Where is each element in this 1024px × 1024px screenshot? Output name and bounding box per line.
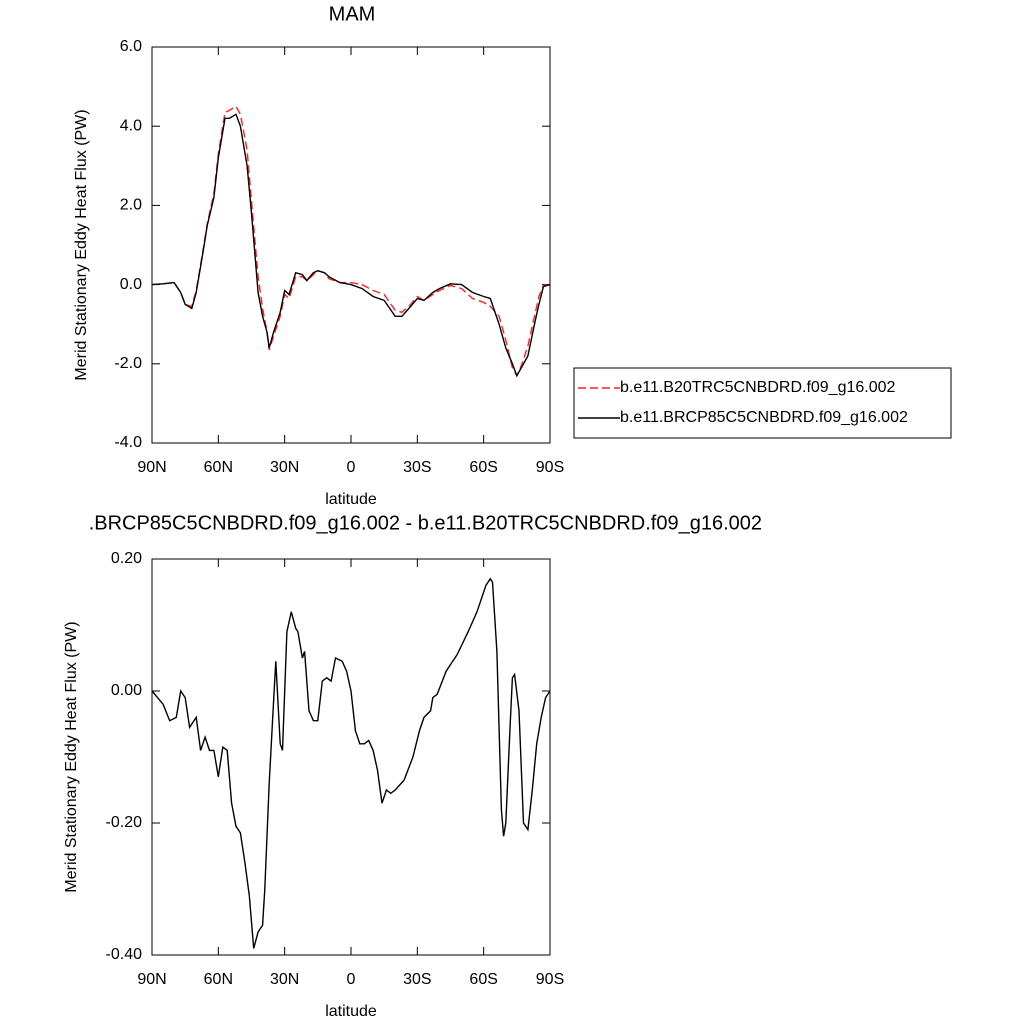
x-tick-label: 60N	[204, 459, 233, 476]
y-tick-label: 4.0	[120, 117, 142, 134]
x-tick-label: 90S	[536, 459, 564, 476]
y-axis-label: Merid Stationary Eddy Heat Flux (PW)	[63, 621, 80, 892]
legend-label: b.e11.B20TRC5CNBDRD.f09_g16.002	[620, 379, 896, 396]
x-tick-label: 30N	[270, 459, 299, 476]
data-line	[151, 113, 551, 378]
legend-label: b.e11.BRCP85C5CNBDRD.f09_g16.002	[620, 409, 908, 426]
x-tick-label: 60S	[469, 971, 497, 988]
x-tick-label: 90S	[536, 971, 564, 988]
y-tick-label: 0.0	[120, 276, 142, 293]
y-tick-label: -0.40	[106, 946, 143, 963]
y-tick-label: -2.0	[114, 355, 142, 372]
y-tick-label: 6.0	[120, 38, 142, 55]
y-tick-label: 2.0	[120, 197, 142, 214]
x-axis-label: latitude	[325, 491, 377, 508]
chart-title: .BRCP85C5CNBDRD.f09_g16.002 - b.e11.B20T…	[89, 512, 762, 534]
x-tick-label: 90N	[137, 459, 166, 476]
x-tick-label: 60N	[204, 971, 233, 988]
x-tick-label: 0	[347, 971, 356, 988]
data-line	[151, 577, 551, 949]
x-tick-label: 90N	[137, 971, 166, 988]
legend-box	[573, 367, 952, 439]
x-tick-label: 30S	[403, 459, 431, 476]
x-tick-label: 0	[347, 459, 356, 476]
data-line	[151, 105, 551, 378]
plot-frame	[151, 46, 551, 444]
x-tick-label: 60S	[469, 459, 497, 476]
y-tick-label: 0.00	[111, 682, 142, 699]
y-tick-label: 0.20	[111, 550, 142, 567]
x-axis-label: latitude	[325, 1003, 377, 1020]
plot-frame	[151, 558, 551, 956]
x-tick-label: 30S	[403, 971, 431, 988]
y-tick-label: -0.20	[106, 814, 143, 831]
chart-title: MAM	[329, 3, 376, 25]
y-tick-label: -4.0	[114, 434, 142, 451]
x-tick-label: 30N	[270, 971, 299, 988]
y-axis-label: Merid Stationary Eddy Heat Flux (PW)	[73, 109, 90, 380]
